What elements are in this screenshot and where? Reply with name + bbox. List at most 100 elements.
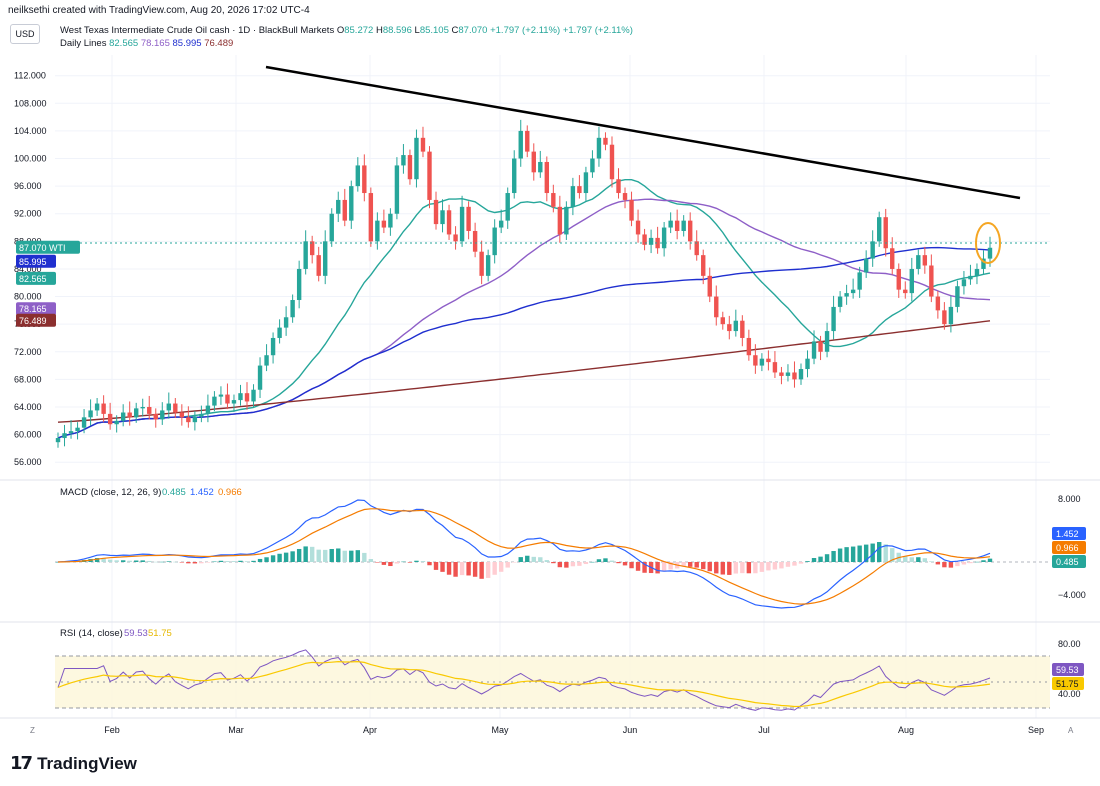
candle-body (616, 179, 621, 194)
macd-hist-bar (759, 562, 765, 572)
candle-body (948, 306, 954, 325)
candle-body (831, 306, 836, 332)
rsi-ma-line (57, 660, 991, 708)
candle-body (329, 213, 334, 242)
chart-credit: neilksethi created with TradingView.com,… (8, 5, 310, 16)
macd-hist-bar (850, 546, 856, 562)
candle-body (199, 413, 204, 417)
macd-hist-bar (427, 562, 432, 566)
candle-body (603, 137, 608, 145)
candle-body (355, 165, 361, 187)
macd-hist-bar (166, 561, 171, 562)
macd-hist-bar (746, 562, 752, 574)
candle-body (323, 241, 328, 276)
candle-body (75, 427, 80, 432)
rsi-title[interactable]: RSI (14, close) (60, 628, 123, 639)
macd-hist-bar (883, 544, 888, 562)
candle-body (759, 358, 765, 366)
candle-body (727, 324, 732, 332)
macd-hist-bar (388, 562, 393, 567)
macd-hist-bar (740, 562, 745, 574)
macd-y-label-high: 8.000 (1058, 494, 1081, 504)
macd-hist-bar (577, 562, 582, 566)
candle-body (570, 186, 576, 207)
price-label: 78.165 (16, 302, 56, 316)
macd-value-macd: 1.452 (190, 487, 214, 498)
macd-hist-bar (303, 546, 308, 562)
axis-corner-right[interactable]: A (1068, 726, 1074, 735)
candle-body (883, 217, 888, 249)
candle-body (694, 241, 699, 256)
candle-body (303, 241, 308, 269)
macd-hist-bar (551, 562, 556, 564)
macd-hist-bar (987, 558, 993, 562)
price-tick-label: 96.000 (14, 181, 42, 191)
macd-hist-bar (277, 553, 282, 562)
candle-body (551, 193, 556, 207)
candle-body (942, 310, 947, 325)
sma200-value: 76.489 (204, 38, 234, 49)
axis-corner-left[interactable]: Z (30, 726, 35, 735)
candle-body (785, 372, 791, 376)
candle-body (251, 389, 256, 402)
macd-hist-bar (766, 562, 771, 571)
candle-body (890, 248, 895, 269)
macd-hist-bar (225, 561, 230, 562)
candle-body (557, 206, 563, 235)
tradingview-logo[interactable]: 17 TradingView (10, 753, 137, 774)
macd-hist-bar (205, 562, 211, 563)
candle-body (107, 413, 113, 425)
macd-hist-bar (381, 562, 387, 565)
rsi-value: 59.53 (124, 628, 148, 639)
candle-body (368, 193, 374, 242)
macd-hist-bar (349, 550, 354, 562)
candle-body (779, 372, 784, 376)
candle-body (283, 317, 289, 328)
candle-body (394, 165, 400, 214)
signal-line (57, 508, 991, 605)
macd-hist-bar (94, 558, 100, 562)
candle-body (264, 355, 269, 366)
candle-body (472, 230, 478, 252)
price-tick-label: 84.000 (14, 264, 42, 274)
symbol-title[interactable]: West Texas Intermediate Crude Oil cash ·… (60, 25, 335, 36)
macd-hist-bar (518, 557, 523, 562)
macd-hist-bar (635, 562, 641, 571)
candle-body (772, 362, 778, 373)
candle-body (929, 265, 934, 297)
macd-hist-bar (257, 558, 263, 562)
trendline[interactable] (265, 65, 1021, 200)
macd-hist-bar (479, 562, 484, 579)
candle-body (635, 220, 641, 235)
rsi-ma-value: 51.75 (148, 628, 172, 639)
candle-body (505, 193, 510, 221)
macd-hist-bar (192, 562, 198, 564)
candle-body (277, 327, 282, 338)
macd-hist-bar (570, 562, 576, 567)
macd-hist-bar (974, 561, 980, 563)
sma20-value: 82.565 (109, 38, 139, 49)
candle-body (94, 403, 100, 411)
macd-hist-bar (120, 560, 126, 562)
time-axis-label: Aug (898, 725, 914, 735)
candle-body (88, 410, 93, 418)
candle-body (290, 300, 295, 318)
candle-body (218, 394, 224, 397)
macd-hist-bar (147, 560, 152, 562)
macd-hist-bar (622, 562, 628, 566)
macd-line (57, 499, 991, 609)
candle-body (414, 137, 419, 180)
candle-body (316, 255, 321, 276)
macd-title[interactable]: MACD (close, 12, 26, 9) (60, 487, 161, 498)
macd-hist-bar (512, 562, 517, 563)
currency-button[interactable]: USD (10, 24, 40, 44)
close-value: 87.070 (458, 25, 488, 36)
indicator-name[interactable]: Daily Lines (60, 38, 107, 49)
price-tick-label: 108.000 (14, 98, 47, 108)
time-axis[interactable]: Feb Mar Apr May Jun Jul Aug Sep (104, 725, 1044, 735)
candle-body (401, 155, 406, 166)
macd-hist-bar (805, 561, 810, 562)
macd-hist-bar (733, 562, 739, 574)
macd-hist-bar (153, 561, 158, 563)
